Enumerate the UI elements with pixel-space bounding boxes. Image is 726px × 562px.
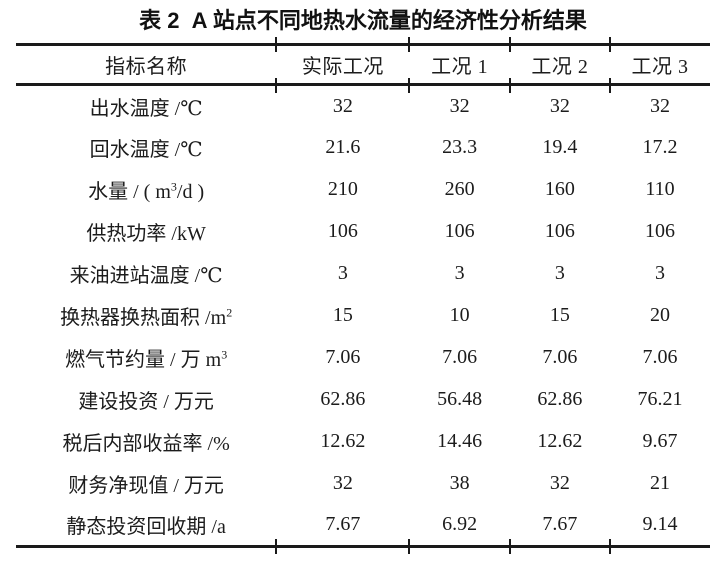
row-label: 回水温度 /℃ (89, 139, 203, 161)
cell-value: 15 (332, 304, 353, 326)
row-label: 建设投资 / 万元 (78, 391, 214, 413)
economic-analysis-table-wrap: 指标名称 实际工况 工况 1 工况 2 工况 3 出水温度 /℃ 32 32 32 32… (16, 37, 710, 554)
row-label: 税后内部收益率 /% (62, 433, 230, 455)
column-rule-tick (609, 78, 612, 93)
cell-value: 3 (337, 262, 348, 284)
column-rule-tick (609, 37, 612, 52)
table-row: 换热器换热面积 /m2 15 10 15 20 (16, 295, 710, 337)
cell-value: 32 (549, 472, 570, 494)
table-row: 供热功率 /kW 106 106 106 106 (16, 211, 710, 253)
cell-value: 106 (327, 220, 358, 242)
column-rule-tick (508, 37, 511, 52)
cell-value: 3 (655, 262, 666, 284)
column-header-case2: 工况 2 (509, 44, 611, 86)
cell-value: 21 (650, 472, 671, 494)
cell-value: 32 (650, 94, 671, 117)
cell-value: 14.46 (437, 430, 483, 452)
table-row: 出水温度 /℃ 32 32 32 32 (16, 85, 710, 127)
cell-value: 32 (549, 94, 570, 117)
table-row: 来油进站温度 /℃ 3 3 3 3 (16, 253, 710, 295)
column-rule-tick (408, 37, 411, 52)
cell-value: 7.06 (325, 346, 361, 368)
economic-analysis-table: 指标名称 实际工况 工况 1 工况 2 工况 3 出水温度 /℃ 32 32 32 32… (16, 43, 710, 548)
cell-value: 9.67 (642, 430, 678, 452)
cell-value: 106 (544, 220, 575, 242)
cell-value: 38 (449, 472, 470, 494)
cell-value: 7.67 (509, 504, 611, 548)
row-label: 来油进站温度 /℃ (69, 265, 223, 287)
cell-value: 32 (332, 94, 353, 117)
row-label: 财务净现值 / 万元 (68, 475, 224, 497)
column-header-actual: 实际工况 (276, 44, 410, 86)
column-header-indicator: 指标名称 (16, 44, 277, 86)
header-row: 指标名称 实际工况 工况 1 工况 2 工况 3 (16, 44, 710, 86)
cell-value: 56.48 (437, 388, 483, 410)
table-row: 建设投资 / 万元 62.86 56.48 62.86 76.21 (16, 379, 710, 421)
table-body: 出水温度 /℃ 32 32 32 32 回水温度 /℃ 21.6 23.3 19.4 17.2 水量… (16, 85, 710, 548)
row-label: 换热器换热面积 /m2 (60, 305, 233, 329)
column-rule-tick (408, 539, 411, 554)
cell-value: 12.62 (320, 430, 366, 452)
cell-value: 19.4 (542, 136, 578, 158)
column-rule-tick (508, 78, 511, 93)
cell-value: 7.67 (276, 504, 410, 548)
cell-value: 110 (645, 178, 675, 200)
cell-value: 15 (549, 304, 570, 326)
cell-value: 20 (650, 304, 671, 326)
cell-value: 76.21 (637, 388, 683, 410)
cell-value: 17.2 (642, 136, 678, 158)
cell-value: 106 (645, 220, 676, 242)
cell-value: 3 (554, 262, 565, 284)
table-row: 燃气节约量 / 万 m3 7.06 7.06 7.06 7.06 (16, 337, 710, 379)
row-label: 水量 / ( m3/d ) (88, 179, 205, 203)
cell-value: 7.06 (642, 346, 678, 368)
column-header-case3: 工况 3 (610, 44, 710, 86)
row-label: 出水温度 /℃ (89, 97, 203, 120)
column-rule-tick (275, 539, 278, 554)
table-row: 回水温度 /℃ 21.6 23.3 19.4 17.2 (16, 127, 710, 169)
table-row: 税后内部收益率 /% 12.62 14.46 12.62 9.67 (16, 421, 710, 463)
cell-value: 7.06 (542, 346, 578, 368)
cell-value: 21.6 (325, 136, 361, 158)
cell-value: 23.3 (442, 136, 478, 158)
cell-value: 12.62 (537, 430, 583, 452)
cell-value: 6.92 (409, 504, 510, 548)
cell-value: 9.14 (610, 504, 710, 548)
cell-value: 3 (454, 262, 465, 284)
cell-value: 62.86 (537, 388, 583, 410)
table-title: 表 2 A 站点不同地热水流量的经济性分析结果 (139, 8, 587, 33)
cell-value: 160 (544, 178, 575, 200)
column-rule-tick (275, 78, 278, 93)
cell-value: 62.86 (320, 388, 366, 410)
table-row: 水量 / ( m3/d ) 210 260 160 110 (16, 169, 710, 211)
table-row: 财务净现值 / 万元 32 38 32 21 (16, 463, 710, 505)
column-rule-tick (408, 78, 411, 93)
cell-value: 32 (332, 472, 353, 494)
cell-value: 7.06 (442, 346, 478, 368)
cell-value: 210 (327, 178, 358, 200)
column-rule-tick (609, 539, 612, 554)
row-label: 燃气节约量 / 万 m3 (65, 347, 228, 371)
column-rule-tick (508, 539, 511, 554)
cell-value: 32 (449, 94, 470, 117)
cell-value: 106 (444, 220, 475, 242)
row-label: 静态投资回收期 /a (16, 504, 277, 548)
column-header-case1: 工况 1 (409, 44, 510, 86)
cell-value: 10 (449, 304, 470, 326)
column-rule-tick (275, 37, 278, 52)
cell-value: 260 (444, 178, 475, 200)
row-label: 供热功率 /kW (86, 223, 206, 245)
table-row: 静态投资回收期 /a 7.67 6.92 7.67 9.14 (16, 504, 710, 548)
